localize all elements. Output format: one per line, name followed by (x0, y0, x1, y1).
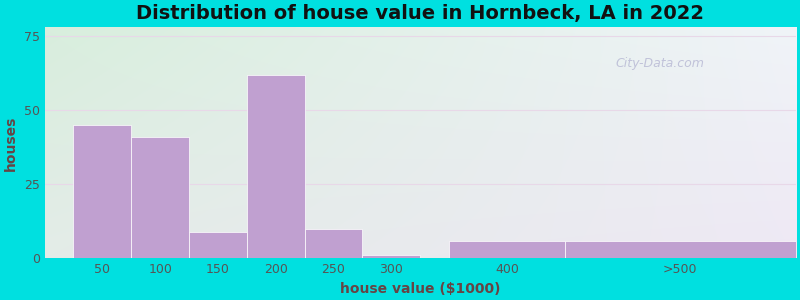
Y-axis label: houses: houses (4, 115, 18, 171)
Bar (362, 256, 420, 258)
Bar (247, 75, 305, 258)
Bar (131, 137, 189, 258)
Bar (449, 241, 565, 258)
X-axis label: house value ($1000): house value ($1000) (340, 282, 501, 296)
Bar (305, 229, 362, 258)
Title: Distribution of house value in Hornbeck, LA in 2022: Distribution of house value in Hornbeck,… (136, 4, 704, 23)
Bar (189, 232, 247, 258)
Bar (565, 241, 796, 258)
Text: City-Data.com: City-Data.com (615, 57, 705, 70)
Bar (74, 125, 131, 258)
